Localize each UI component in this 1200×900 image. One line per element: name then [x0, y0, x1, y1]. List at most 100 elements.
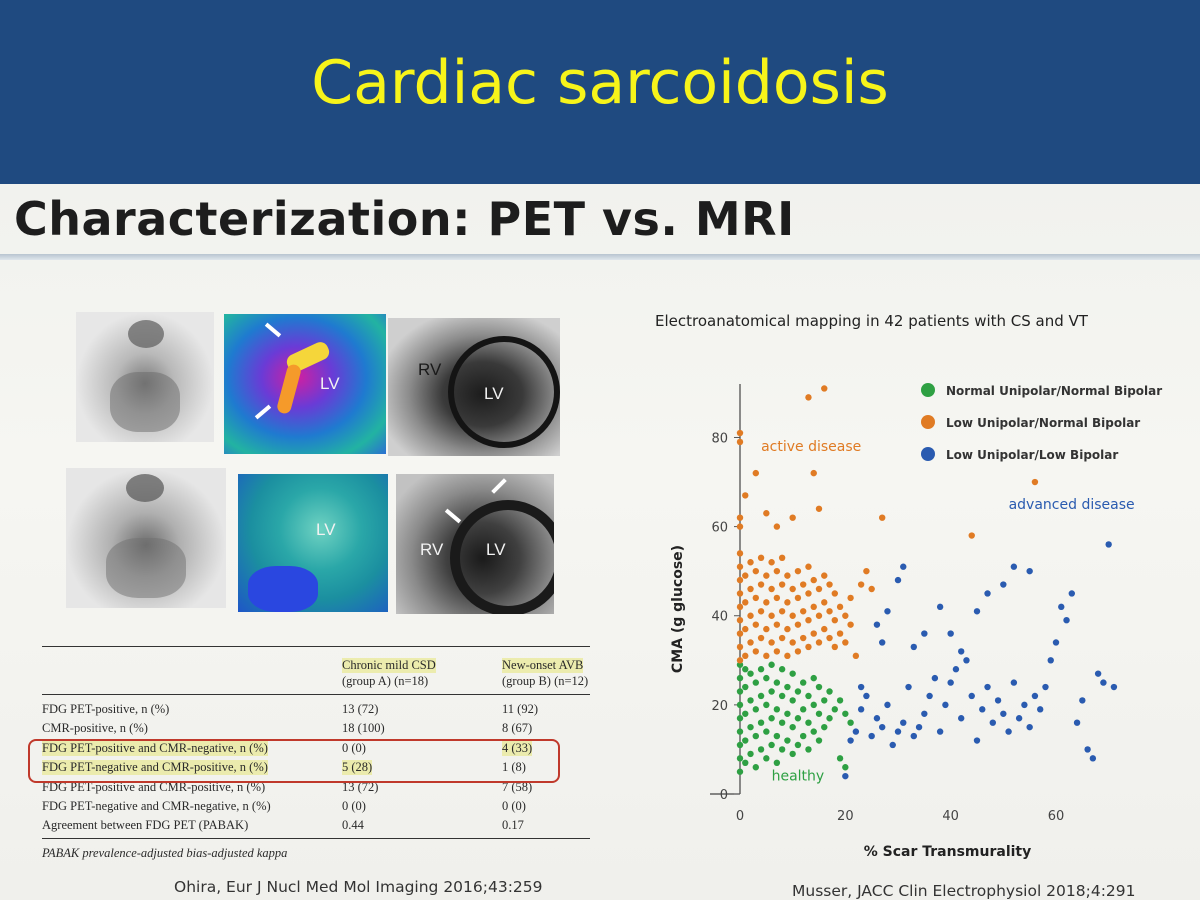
data-point-series-1 [763, 572, 770, 579]
data-point-series-2 [873, 715, 881, 722]
data-point-series-0 [763, 755, 770, 762]
data-point-series-2 [1079, 697, 1086, 704]
data-point-series-0 [826, 715, 833, 722]
data-point-series-2 [936, 603, 944, 611]
table-cell-b: 4 (33) [502, 741, 533, 756]
data-point-series-1 [789, 639, 796, 646]
data-point-series-2 [973, 737, 981, 744]
data-point-series-1 [831, 590, 838, 597]
table-cell-b: 8 (67) [502, 721, 533, 735]
data-point-series-0 [784, 737, 791, 744]
data-point-series-1 [852, 652, 860, 660]
data-point-series-1 [794, 594, 802, 602]
x-tick-label: 60 [1048, 809, 1065, 824]
arrow-icon [264, 322, 282, 338]
arrow-icon [254, 404, 272, 420]
col-a-header-line2: (group A) (n=18) [342, 674, 429, 688]
data-point-series-1 [826, 581, 833, 588]
data-point-series-1 [847, 594, 854, 602]
data-point-series-1 [968, 532, 975, 539]
data-point-series-1 [742, 572, 749, 579]
data-point-series-0 [742, 666, 749, 673]
data-point-series-2 [1010, 679, 1018, 686]
data-point-series-2 [915, 723, 923, 731]
image-label-lv: LV [320, 374, 340, 393]
table-cell-a: 0 (0) [342, 799, 366, 813]
legend-marker [921, 383, 935, 397]
data-point-series-0 [810, 674, 817, 682]
data-point-series-2 [852, 728, 860, 735]
table-cell-a: 0 (0) [342, 741, 366, 755]
data-point-series-1 [778, 634, 786, 642]
annotation-label: advanced disease [1009, 497, 1135, 513]
data-point-series-1 [778, 581, 786, 588]
data-point-series-2 [968, 692, 975, 700]
pet-whole-body-image-top [76, 312, 214, 442]
data-point-series-1 [747, 639, 754, 646]
data-point-series-2 [989, 719, 996, 726]
data-point-series-1 [747, 612, 754, 619]
data-point-series-1 [810, 576, 817, 584]
citation-left: Ohira, Eur J Nucl Med Mol Imaging 2016;4… [174, 878, 543, 896]
data-point-series-0 [778, 666, 786, 673]
data-point-series-2 [842, 772, 849, 780]
data-point-series-1 [742, 625, 749, 633]
data-point-series-1 [742, 599, 749, 606]
data-point-series-1 [736, 429, 744, 437]
data-point-series-2 [1005, 728, 1012, 735]
data-point-series-2 [1000, 710, 1007, 717]
data-point-series-0 [742, 737, 749, 744]
data-point-series-1 [810, 603, 817, 611]
data-point-series-0 [842, 764, 849, 771]
y-axis-label: CMA (g glucose) [670, 545, 686, 673]
data-point-series-0 [794, 741, 802, 749]
data-point-series-2 [947, 679, 954, 686]
data-point-series-0 [836, 697, 844, 704]
data-point-series-1 [763, 599, 770, 606]
data-point-series-2 [889, 741, 896, 749]
data-point-series-1 [736, 603, 744, 611]
col-a-header-line1: Chronic mild CSD [342, 658, 436, 673]
table-row-label: FDG PET-positive, n (%) [42, 702, 170, 716]
data-point-series-1 [800, 634, 807, 642]
data-point-series-0 [736, 701, 744, 709]
data-point-series-2 [905, 683, 912, 691]
data-point-series-0 [736, 728, 744, 735]
image-label-rv: RV [418, 360, 442, 379]
x-tick-label: 0 [736, 809, 744, 824]
data-point-series-0 [736, 661, 744, 668]
x-tick-label: 20 [837, 809, 854, 824]
data-point-series-1 [789, 514, 796, 521]
data-point-series-2 [921, 630, 928, 637]
data-point-series-1 [747, 559, 754, 566]
data-point-series-0 [847, 719, 854, 726]
data-point-series-1 [836, 603, 844, 611]
data-point-series-1 [789, 585, 796, 593]
data-point-series-2 [884, 701, 891, 709]
data-point-series-0 [805, 746, 812, 753]
data-point-series-0 [768, 715, 775, 722]
data-point-series-1 [736, 563, 744, 570]
data-point-series-0 [752, 679, 759, 686]
data-point-series-0 [821, 723, 828, 731]
data-point-series-0 [763, 701, 770, 709]
data-point-series-0 [736, 674, 744, 682]
data-point-series-1 [784, 652, 791, 660]
heading-divider [0, 254, 1200, 260]
data-point-series-0 [789, 670, 796, 677]
data-point-series-0 [773, 706, 781, 713]
data-point-series-1 [826, 634, 833, 642]
data-point-series-0 [736, 768, 744, 775]
data-point-series-0 [747, 670, 754, 677]
table-cell-b: 1 (8) [502, 760, 526, 774]
data-point-series-0 [805, 692, 812, 700]
data-point-series-2 [879, 639, 886, 646]
x-axis-label: % Scar Transmurality [864, 844, 1032, 860]
data-point-series-1 [778, 608, 786, 615]
data-point-series-1 [736, 643, 744, 651]
data-point-series-1 [842, 612, 849, 619]
legend-marker [921, 447, 935, 461]
data-point-series-2 [1047, 657, 1054, 664]
pet-whole-body-image-bottom [66, 468, 226, 608]
data-point-series-2 [1000, 581, 1007, 588]
